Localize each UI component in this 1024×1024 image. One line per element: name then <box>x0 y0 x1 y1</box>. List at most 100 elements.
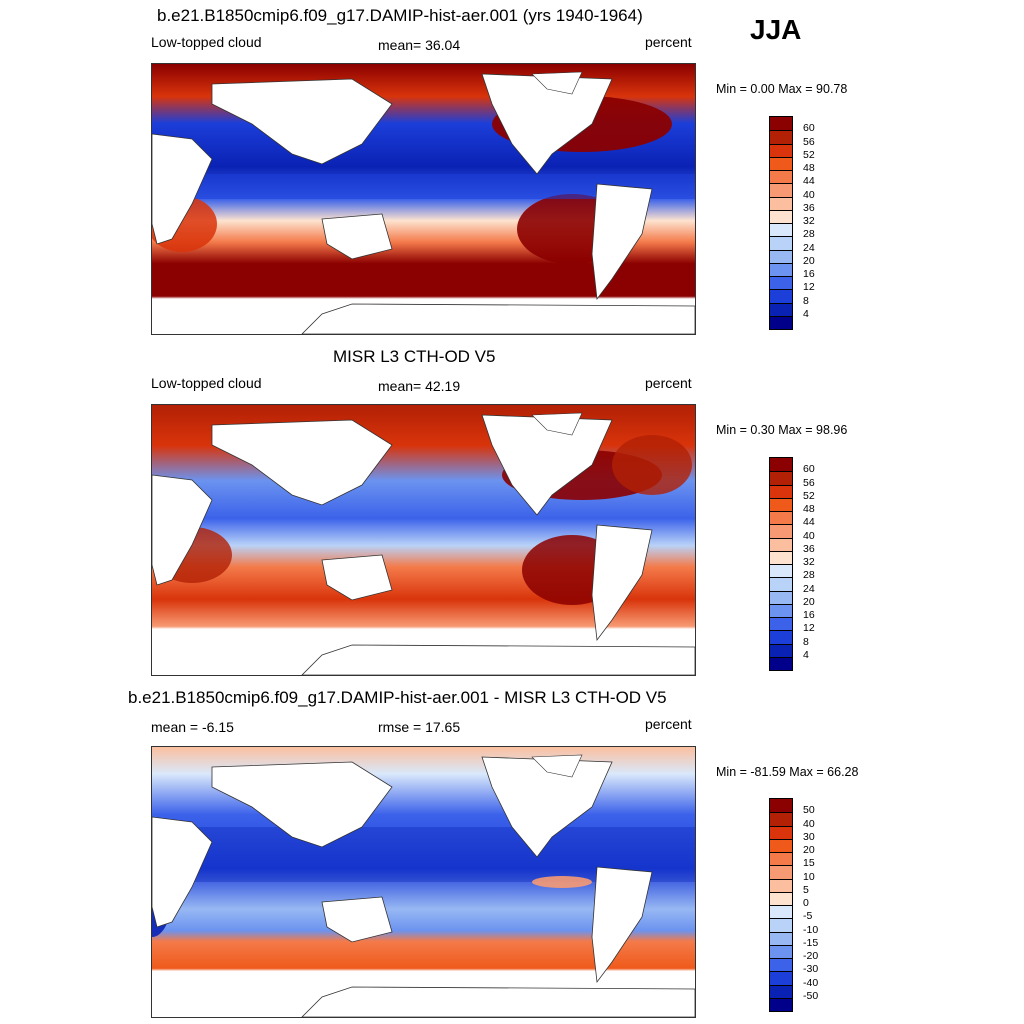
panel-3-rmse-label: rmse = 17.65 <box>378 719 461 735</box>
colorbar-swatch <box>770 825 792 839</box>
colorbar-swatch <box>770 984 792 998</box>
colorbar-swatch <box>770 302 792 316</box>
colorbar-tick-label: 36 <box>803 201 815 214</box>
panel-2-mean-label: mean= 42.19 <box>378 378 461 394</box>
colorbar-tick-label: 56 <box>803 476 815 489</box>
panel-3-title: b.e21.B1850cmip6.f09_g17.DAMIP-hist-aer.… <box>128 688 667 707</box>
colorbar-swatch <box>770 905 792 919</box>
colorbar-tick-label: 44 <box>803 175 815 188</box>
colorbar-tick-label: 10 <box>803 870 815 883</box>
colorbar-swatch <box>770 170 792 184</box>
colorbar-swatch <box>770 550 792 564</box>
colorbar-tick-label: 48 <box>803 162 815 174</box>
panel-2-colorbar <box>769 457 793 671</box>
colorbar-swatch <box>770 209 792 223</box>
colorbar-tick-label: 56 <box>803 135 815 148</box>
colorbar-swatch <box>770 590 792 604</box>
colorbar-tick-label: -40 <box>803 976 819 989</box>
panel-1-map-svg <box>152 64 695 334</box>
colorbar-tick-label: 16 <box>803 268 815 280</box>
colorbar-swatch <box>770 223 792 237</box>
colorbar-tick-label: 15 <box>803 857 815 870</box>
colorbar-tick-label: 40 <box>803 817 815 830</box>
colorbar-swatch <box>770 812 792 826</box>
colorbar-swatch <box>770 196 792 210</box>
colorbar-tick-label: 44 <box>803 516 815 529</box>
colorbar-tick-label: 36 <box>803 542 815 555</box>
colorbar-swatch <box>770 276 792 290</box>
colorbar-swatch <box>770 852 792 866</box>
colorbar-swatch <box>770 656 792 670</box>
panel-2-title: MISR L3 CTH-OD V5 <box>333 347 496 366</box>
colorbar-swatch <box>770 944 792 958</box>
colorbar-swatch <box>770 838 792 852</box>
panel-2-map <box>151 404 696 676</box>
colorbar-tick-label: 16 <box>803 609 815 621</box>
colorbar-tick-label: 50 <box>803 804 815 817</box>
colorbar-swatch <box>770 865 792 879</box>
colorbar-swatch <box>770 617 792 631</box>
colorbar-swatch <box>770 484 792 498</box>
colorbar-tick-label: 32 <box>803 556 815 568</box>
panel-1-map <box>151 63 696 335</box>
colorbar-swatch <box>770 630 792 644</box>
panel-1-mean-label: mean= 36.04 <box>378 37 461 53</box>
panel-1-variable-label: Low-topped cloud <box>151 34 262 50</box>
panel-3-units-label: percent <box>645 716 692 732</box>
colorbar-tick-label: 20 <box>803 254 815 267</box>
colorbar-tick-label: 28 <box>803 569 815 582</box>
colorbar-tick-label: -15 <box>803 936 819 949</box>
colorbar-tick-label: 12 <box>803 281 815 294</box>
panel-2-units-label: percent <box>645 375 692 391</box>
colorbar-swatch <box>770 891 792 905</box>
colorbar-tick-label: 4 <box>803 307 809 320</box>
panel-3-map-svg <box>152 747 695 1017</box>
colorbar-swatch <box>770 183 792 197</box>
colorbar-tick-label: 52 <box>803 148 815 161</box>
colorbar-tick-label: 8 <box>803 635 809 648</box>
panel-3-map <box>151 746 696 1018</box>
colorbar-tick-label: 20 <box>803 595 815 608</box>
colorbar-tick-label: 52 <box>803 489 815 502</box>
colorbar-tick-label: 28 <box>803 228 815 241</box>
panel-1-minmax: Min = 0.00 Max = 90.78 <box>716 82 848 96</box>
colorbar-tick-label: 48 <box>803 503 815 515</box>
colorbar-swatch <box>770 497 792 511</box>
panel-3-mean-label: mean = -6.15 <box>151 719 234 735</box>
colorbar-tick-label: 24 <box>803 241 815 254</box>
colorbar-swatch <box>770 918 792 932</box>
panel-2-map-svg <box>152 405 695 675</box>
panel-3-minmax: Min = -81.59 Max = 66.28 <box>716 765 859 779</box>
colorbar-tick-label: -20 <box>803 950 819 962</box>
colorbar-swatch <box>770 958 792 972</box>
colorbar-swatch <box>770 577 792 591</box>
colorbar-tick-label: 40 <box>803 188 815 201</box>
colorbar-swatch <box>770 799 792 813</box>
colorbar-swatch <box>770 117 792 131</box>
colorbar-tick-label: 60 <box>803 463 815 476</box>
colorbar-swatch <box>770 130 792 144</box>
colorbar-swatch <box>770 458 792 472</box>
colorbar-tick-label: 0 <box>803 897 809 909</box>
colorbar-tick-label: 5 <box>803 883 809 896</box>
panel-2-variable-label: Low-topped cloud <box>151 375 262 391</box>
colorbar-swatch <box>770 524 792 538</box>
colorbar-tick-label: -10 <box>803 923 819 936</box>
panel-1-title: b.e21.B1850cmip6.f09_g17.DAMIP-hist-aer.… <box>157 6 643 25</box>
colorbar-tick-label: -30 <box>803 963 819 976</box>
colorbar-tick-label: 20 <box>803 844 815 856</box>
colorbar-swatch <box>770 315 792 329</box>
colorbar-tick-label: 8 <box>803 294 809 307</box>
colorbar-swatch <box>770 156 792 170</box>
panel-1-units-label: percent <box>645 34 692 50</box>
colorbar-tick-label: 32 <box>803 215 815 227</box>
colorbar-swatch <box>770 997 792 1011</box>
season-label: JJA <box>750 14 802 45</box>
colorbar-swatch <box>770 143 792 157</box>
colorbar-tick-label: 40 <box>803 529 815 542</box>
colorbar-tick-label: 4 <box>803 648 809 661</box>
colorbar-tick-label: 12 <box>803 622 815 635</box>
panel-3-colorbar <box>769 798 793 1012</box>
colorbar-swatch <box>770 971 792 985</box>
colorbar-tick-label: 60 <box>803 122 815 135</box>
